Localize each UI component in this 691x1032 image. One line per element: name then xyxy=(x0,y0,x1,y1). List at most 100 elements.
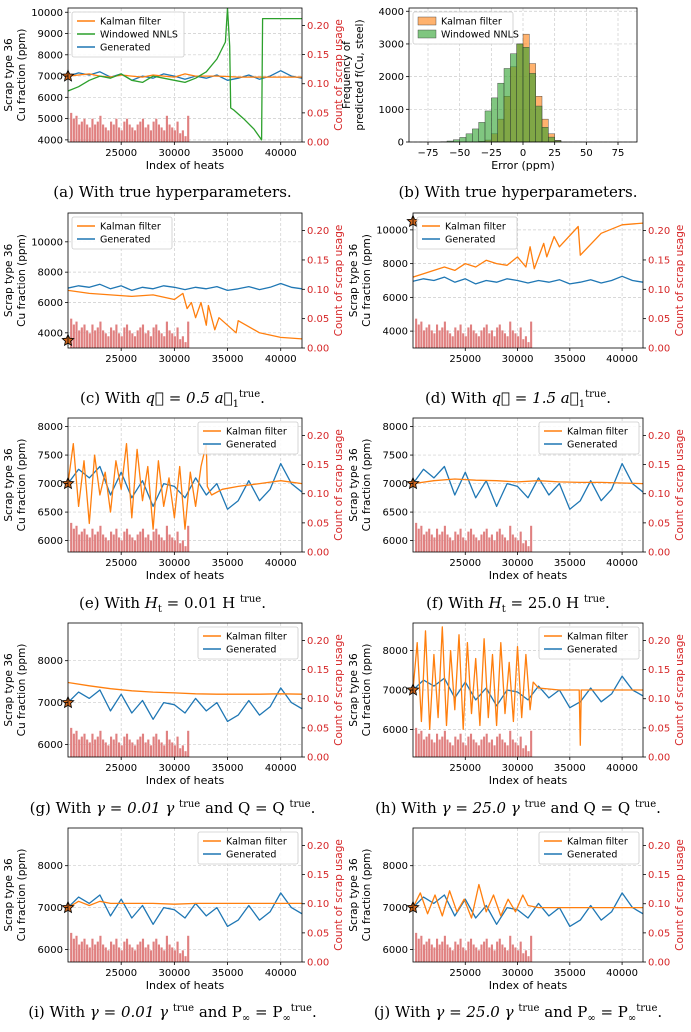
usage-bar xyxy=(147,534,150,552)
y2-tick-label: 0.10 xyxy=(307,694,329,705)
x-tick-label: 30000 xyxy=(502,763,534,774)
caption-g: (g) With γ = 0.01 γ true and Q = Q true. xyxy=(0,799,345,817)
y-tick-label: 4000 xyxy=(38,328,63,339)
usage-bar xyxy=(144,742,147,757)
usage-bar xyxy=(160,537,163,552)
usage-bar xyxy=(157,534,161,552)
y-axis-label-line1: Scrap type 36 xyxy=(3,244,15,318)
usage-bar xyxy=(128,739,131,757)
usage-bar xyxy=(102,534,105,552)
usage-bar xyxy=(496,736,499,757)
y-tick-label: 7000 xyxy=(38,903,63,914)
usage-bar xyxy=(125,938,129,962)
caption-part: . xyxy=(656,799,661,817)
y2-tick-label: 0.00 xyxy=(307,958,329,969)
x-tick-label: 25000 xyxy=(105,558,137,569)
usage-bar xyxy=(75,935,78,962)
x-tick-label: 25000 xyxy=(449,763,481,774)
y2-tick-label: 0.20 xyxy=(648,226,670,237)
usage-bar xyxy=(436,528,439,552)
y2-tick-label: 0.00 xyxy=(648,753,670,764)
y-axis-label-line1: Scrap type 36 xyxy=(348,858,360,932)
y-tick-label: 8000 xyxy=(38,422,63,433)
usage-bar xyxy=(527,546,530,552)
caption-part: . xyxy=(657,1003,663,1021)
y2-tick-label: 0.20 xyxy=(648,636,670,647)
usage-bar xyxy=(446,534,449,552)
usage-bar xyxy=(96,327,99,348)
y-tick-label: 9000 xyxy=(38,29,63,40)
usage-bar xyxy=(115,733,118,757)
usage-bar xyxy=(152,941,155,962)
usage-bar xyxy=(498,528,501,552)
usage-bar xyxy=(441,736,444,757)
usage-bar xyxy=(428,733,431,757)
usage-bar xyxy=(524,950,527,962)
usage-bar xyxy=(131,742,134,757)
usage-bar xyxy=(110,941,113,962)
x-tick-label: 30000 xyxy=(158,354,190,365)
usage-bar xyxy=(488,742,491,757)
chart-panel-e: 6000 6500 7000 7500 8000 25000 30000 35000 40000… xyxy=(3,417,345,582)
x-tick-label: 40000 xyxy=(606,354,638,365)
caption-part: γ = 0.01 γ xyxy=(96,799,180,817)
y-tick-label: 6000 xyxy=(38,536,63,547)
legend: Kalman filter Windowed NNLS xyxy=(412,11,519,45)
usage-bar xyxy=(173,950,176,962)
usage-bar xyxy=(436,324,439,348)
x-tick-label: 30000 xyxy=(158,968,190,979)
usage-bar xyxy=(120,540,123,552)
usage-bar xyxy=(83,938,86,962)
usage-bar xyxy=(104,947,107,962)
usage-bar xyxy=(115,118,118,142)
y-tick-label: 10000 xyxy=(31,8,63,19)
x-tick-label: 40000 xyxy=(265,763,297,774)
x-axis-label: Index of heats xyxy=(489,569,568,582)
y-tick-label: 6000 xyxy=(383,536,408,547)
y2-axis-label: Count of scrap usage xyxy=(333,429,345,541)
x-tick-label: 40000 xyxy=(265,558,297,569)
usage-bar xyxy=(99,115,102,142)
axes-frame xyxy=(67,827,303,963)
x-axis-label: Index of heats xyxy=(146,979,225,992)
y2-tick-label: 0.15 xyxy=(648,665,670,676)
legend-box xyxy=(412,11,514,45)
usage-bar xyxy=(165,525,168,552)
histogram-bar-nnls xyxy=(459,137,467,142)
usage-bar xyxy=(503,537,507,552)
usage-bar xyxy=(436,938,439,962)
usage-bar xyxy=(141,118,145,142)
usage-bar xyxy=(501,330,504,348)
caption-part: and P xyxy=(539,1003,588,1021)
legend-label: Generated xyxy=(226,645,276,656)
usage-bar xyxy=(165,730,168,757)
usage-bar xyxy=(462,333,465,348)
y-tick-label: 1000 xyxy=(379,105,404,116)
usage-bar xyxy=(527,751,530,757)
y2-tick-label: 0.15 xyxy=(307,665,329,676)
usage-bar xyxy=(519,531,522,552)
y2-tick-label: 0.20 xyxy=(307,636,329,647)
caption-part: 1 xyxy=(578,399,586,410)
x-tick-label: −25 xyxy=(481,148,502,159)
usage-bar xyxy=(187,115,190,142)
caption-text: (a) With true hyperparameters. xyxy=(53,183,292,201)
usage-bar xyxy=(475,333,478,348)
plot-area xyxy=(440,33,562,142)
usage-bar xyxy=(123,941,126,962)
usage-bar xyxy=(522,953,525,962)
usage-bar xyxy=(501,739,504,757)
histogram-bar-nnls xyxy=(472,128,479,142)
usage-bar xyxy=(83,118,86,142)
legend-label: Generated xyxy=(567,440,617,451)
usage-bar xyxy=(511,534,514,552)
series-line-generated xyxy=(68,687,302,723)
usage-bar xyxy=(179,133,182,142)
usage-bar xyxy=(107,745,110,757)
y2-tick-label: 0.20 xyxy=(648,431,670,442)
y-tick-label: 8000 xyxy=(38,268,63,279)
usage-bar xyxy=(139,327,142,348)
usage-bar xyxy=(184,546,187,552)
usage-bar xyxy=(94,330,97,348)
usage-bar xyxy=(176,736,179,757)
